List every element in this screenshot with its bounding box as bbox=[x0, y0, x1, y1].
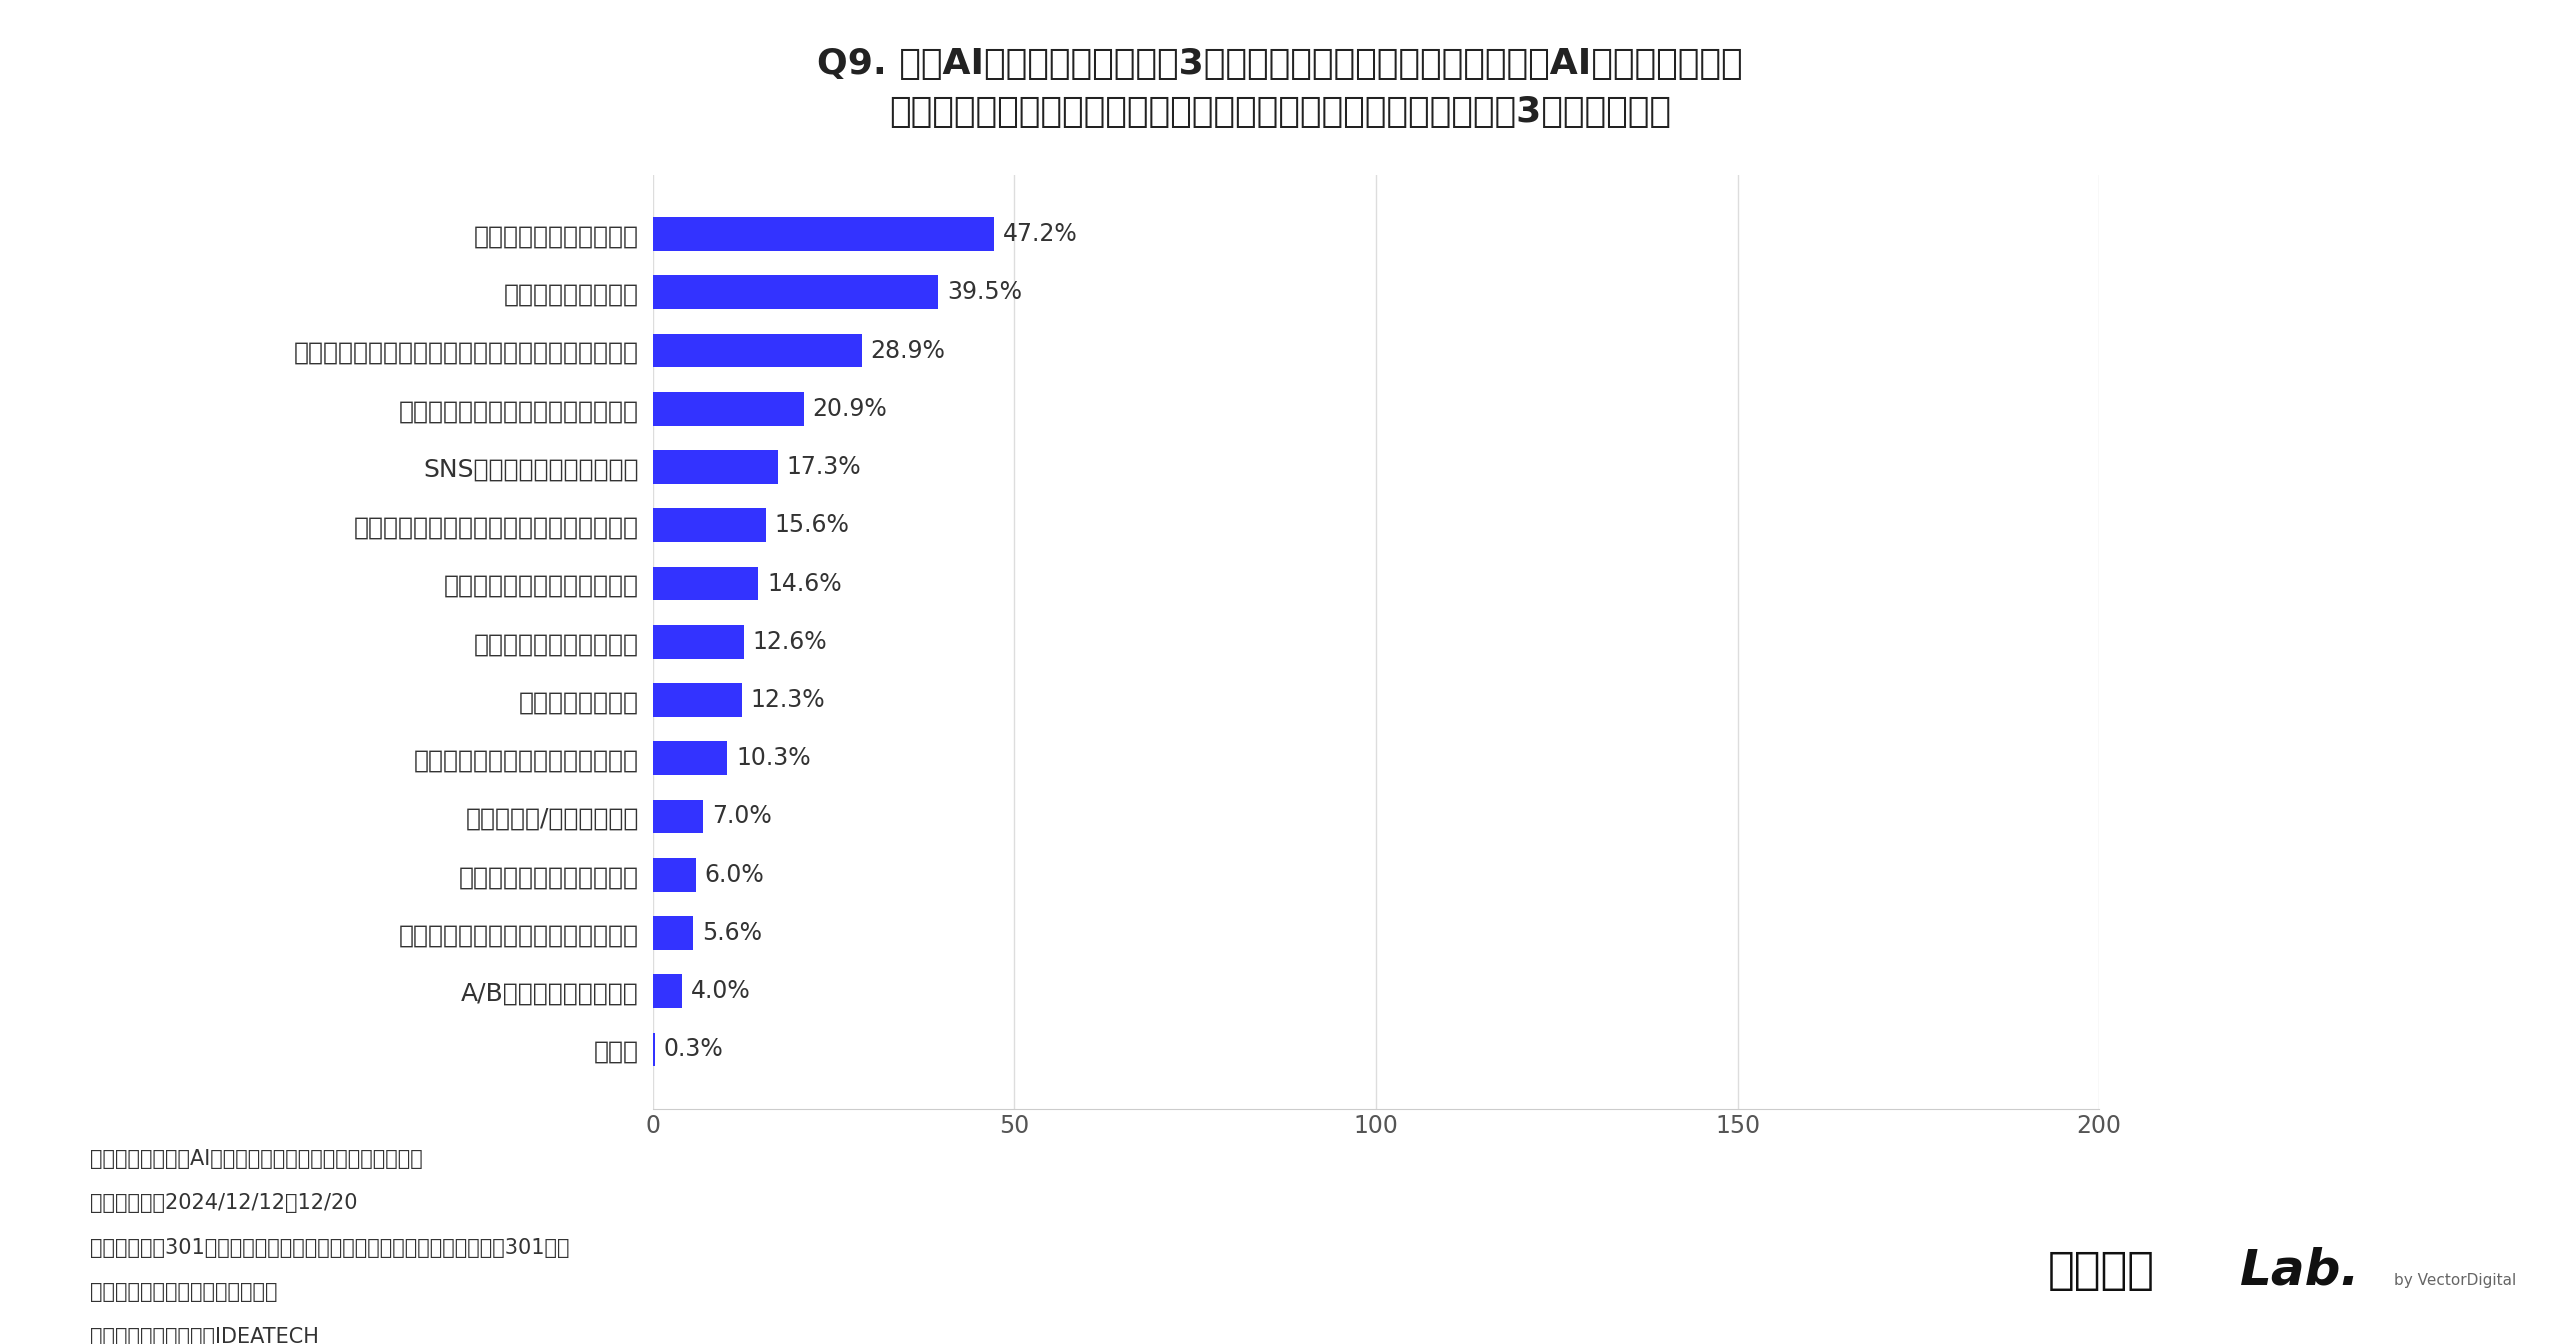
Bar bbox=[653, 333, 863, 367]
Bar bbox=[653, 917, 694, 950]
Bar bbox=[653, 625, 745, 659]
Text: 6.0%: 6.0% bbox=[704, 863, 765, 887]
Text: 14.6%: 14.6% bbox=[768, 571, 842, 595]
Text: 7.0%: 7.0% bbox=[712, 805, 773, 828]
Bar bbox=[653, 742, 727, 775]
Text: 15.6%: 15.6% bbox=[773, 513, 850, 538]
Text: 10.3%: 10.3% bbox=[735, 746, 812, 770]
Bar bbox=[653, 218, 993, 251]
Bar bbox=[653, 857, 696, 891]
Text: 5.6%: 5.6% bbox=[701, 921, 763, 945]
Text: 17.3%: 17.3% bbox=[786, 456, 860, 478]
Bar bbox=[653, 800, 704, 833]
Text: ・調査対象：301名（事業会社に勤めているマーケティング部の管理職301名）: ・調査対象：301名（事業会社に勤めているマーケティング部の管理職301名） bbox=[90, 1238, 568, 1258]
Bar bbox=[653, 508, 765, 542]
Text: 47.2%: 47.2% bbox=[1004, 222, 1078, 246]
Text: Lab.: Lab. bbox=[2240, 1246, 2360, 1294]
Text: ・実施機関：株式会社IDEATECH: ・実施機関：株式会社IDEATECH bbox=[90, 1327, 317, 1344]
Text: 4.0%: 4.0% bbox=[691, 980, 750, 1003]
Bar bbox=[653, 974, 681, 1008]
Text: 20.9%: 20.9% bbox=[812, 396, 888, 421]
Text: 28.9%: 28.9% bbox=[870, 339, 945, 363]
Text: 12.6%: 12.6% bbox=[753, 630, 827, 653]
Text: Q9. 生成AI時代において、今後3年以内にマーケティング部門で生成AIの活用を特に強
化していきたい業務があれば、具体的に教えてください。（上位3つまで回答）: Q9. 生成AI時代において、今後3年以内にマーケティング部門で生成AIの活用を… bbox=[817, 47, 1743, 129]
Bar bbox=[653, 567, 758, 601]
Text: 0.3%: 0.3% bbox=[663, 1038, 724, 1062]
Bar bbox=[653, 392, 804, 426]
Bar bbox=[653, 450, 778, 484]
Text: 【調査内容：生成AIに対するマーケターの意識調査結果】: 【調査内容：生成AIに対するマーケターの意識調査結果】 bbox=[90, 1149, 422, 1169]
Text: 39.5%: 39.5% bbox=[947, 281, 1021, 304]
Text: 12.3%: 12.3% bbox=[750, 688, 824, 712]
Text: キーマケ: キーマケ bbox=[2048, 1249, 2156, 1292]
Bar bbox=[653, 276, 940, 309]
Text: by VectorDigital: by VectorDigital bbox=[2394, 1273, 2516, 1289]
Text: ・調査期間：2024/12/12〜12/20: ・調査期間：2024/12/12〜12/20 bbox=[90, 1193, 356, 1214]
Text: ・調査方法：インターネット調査: ・調査方法：インターネット調査 bbox=[90, 1282, 276, 1302]
Bar bbox=[653, 683, 742, 716]
